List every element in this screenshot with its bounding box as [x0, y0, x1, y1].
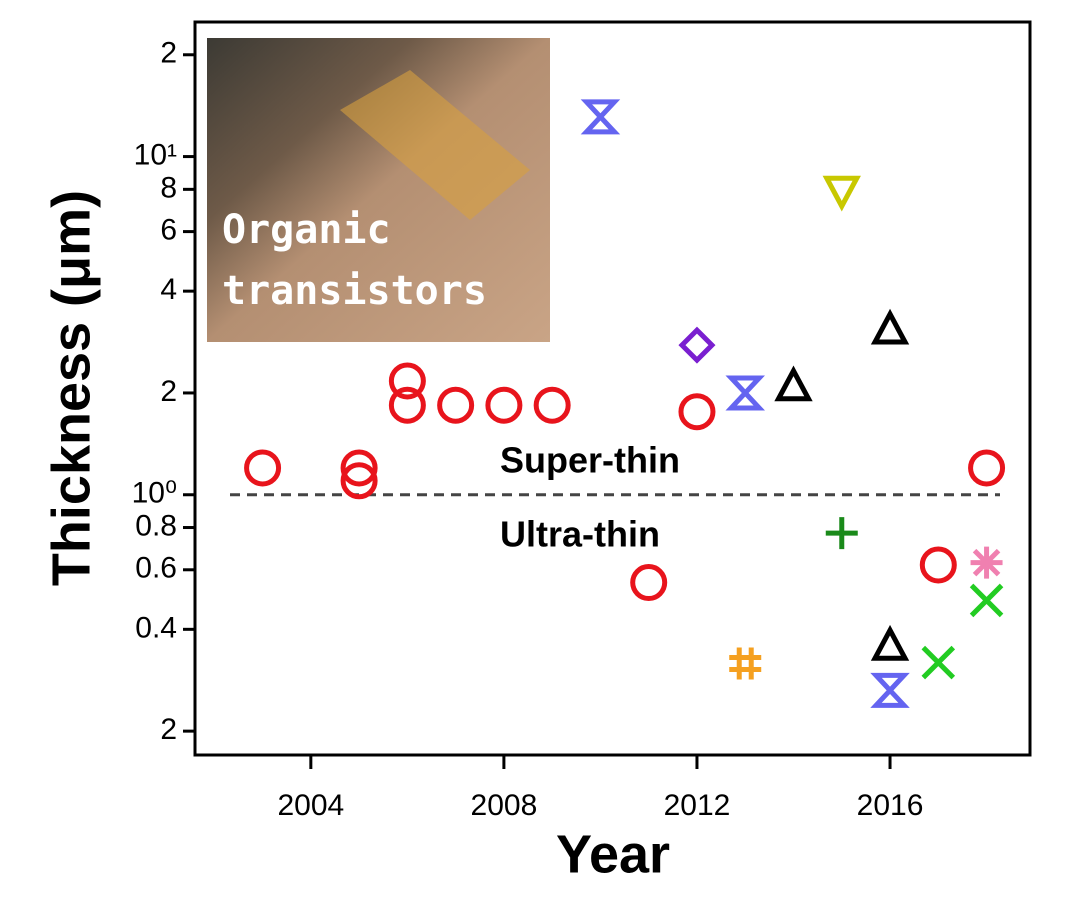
y-tick-label: 4 — [160, 273, 177, 306]
inset-photo: Organic transistors — [207, 38, 550, 342]
point — [729, 647, 762, 680]
y-tick-label: 6 — [160, 214, 177, 247]
plot-frame — [193, 20, 1032, 757]
x-axis-title: Year — [556, 824, 670, 884]
y-tick-label: 10¹ — [134, 138, 177, 171]
point — [725, 375, 765, 411]
point — [870, 672, 910, 708]
point — [822, 175, 861, 212]
point — [244, 449, 282, 487]
point — [921, 645, 956, 680]
y-tick-label: 0.6 — [135, 552, 177, 585]
annotation: Ultra-thin — [500, 513, 660, 554]
x-tick-label: 2012 — [664, 789, 731, 822]
point — [485, 386, 523, 424]
point — [580, 99, 621, 135]
y-tick-label: 8 — [160, 171, 177, 204]
inset-label: Organic — [222, 207, 391, 253]
point — [678, 326, 716, 364]
point — [870, 308, 910, 345]
point — [678, 393, 716, 431]
point — [340, 449, 378, 487]
y-tick-label: 0.4 — [135, 611, 177, 644]
point — [870, 624, 910, 661]
point — [968, 449, 1006, 487]
point — [774, 365, 813, 402]
point — [340, 462, 378, 500]
point — [630, 564, 668, 602]
point — [388, 362, 426, 400]
x-tick-label: 2016 — [857, 789, 924, 822]
point — [533, 386, 571, 424]
circuit — [340, 70, 530, 220]
point — [437, 386, 475, 424]
y-tick-label: 2 — [160, 713, 177, 746]
inset-label: transistors — [222, 268, 487, 314]
point — [919, 546, 957, 584]
annotation: Super-thin — [500, 439, 680, 480]
point — [969, 583, 1004, 618]
point — [970, 546, 1003, 579]
y-tick-label: 10⁰ — [132, 477, 177, 510]
y-tick-label: 2 — [160, 375, 177, 408]
y-tick-label: 2 — [160, 37, 177, 70]
y-tick-label: 0.8 — [135, 509, 177, 542]
x-tick-label: 2004 — [277, 789, 344, 822]
x-tick-label: 2008 — [471, 789, 538, 822]
point — [825, 517, 858, 550]
y-axis-title: Thickness (μm) — [41, 190, 101, 586]
point — [388, 386, 426, 424]
